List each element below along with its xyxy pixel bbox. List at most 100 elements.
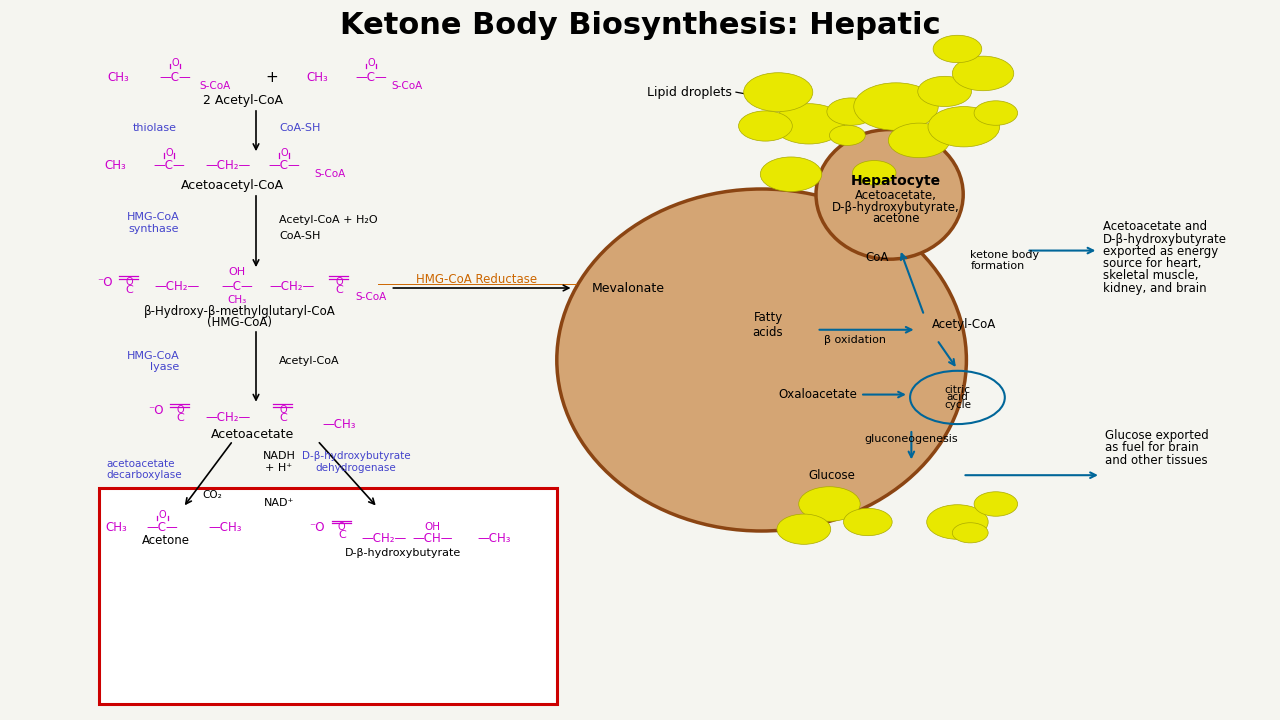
Text: β oxidation: β oxidation <box>824 335 886 345</box>
Text: OH: OH <box>228 267 246 277</box>
Text: —C—: —C— <box>269 159 300 172</box>
Text: OH: OH <box>425 522 440 532</box>
Text: D-β-hydroxybutyrate,: D-β-hydroxybutyrate, <box>832 201 960 214</box>
Text: —CH₂—: —CH₂— <box>154 280 200 293</box>
Text: NADH
+ H⁺: NADH + H⁺ <box>262 451 296 473</box>
Circle shape <box>927 505 988 539</box>
Text: Glucose exported: Glucose exported <box>1105 429 1208 442</box>
Text: S-CoA: S-CoA <box>200 81 230 91</box>
Text: Fatty
acids: Fatty acids <box>753 312 783 339</box>
Text: —C—: —C— <box>356 71 387 84</box>
Circle shape <box>952 56 1014 91</box>
Text: and other tissues: and other tissues <box>1105 454 1207 467</box>
Text: O: O <box>367 58 375 68</box>
Text: HMG-CoA
synthase: HMG-CoA synthase <box>127 212 179 234</box>
Text: O: O <box>280 148 288 158</box>
Text: Acetoacetate: Acetoacetate <box>210 428 294 441</box>
Text: —C—: —C— <box>221 280 252 293</box>
Text: —CH₂—: —CH₂— <box>205 411 251 424</box>
Text: CO₂: CO₂ <box>202 490 221 500</box>
Text: citric: citric <box>945 385 970 395</box>
Text: D-β-hydroxybutyrate: D-β-hydroxybutyrate <box>1103 233 1228 246</box>
Text: acetone: acetone <box>872 212 920 225</box>
Text: acetoacetate
decarboxylase: acetoacetate decarboxylase <box>106 459 182 480</box>
Text: C: C <box>177 413 184 423</box>
Circle shape <box>827 98 876 125</box>
Circle shape <box>854 83 938 130</box>
Text: CH₃: CH₃ <box>108 71 128 84</box>
Text: S-CoA: S-CoA <box>315 169 346 179</box>
Text: ⁻O: ⁻O <box>310 521 325 534</box>
Text: Acetyl-CoA + H₂O: Acetyl-CoA + H₂O <box>279 215 378 225</box>
Text: O: O <box>165 148 173 158</box>
Circle shape <box>773 104 845 144</box>
Text: Mevalonate: Mevalonate <box>591 282 664 294</box>
Text: Ketone Body Biosynthesis: Hepatic: Ketone Body Biosynthesis: Hepatic <box>339 11 941 40</box>
Circle shape <box>744 73 813 112</box>
Text: kidney, and brain: kidney, and brain <box>1103 282 1207 294</box>
Text: ketone body
formation: ketone body formation <box>970 250 1039 271</box>
Text: thiolase: thiolase <box>133 123 177 133</box>
Text: HMG-CoA Reductase: HMG-CoA Reductase <box>416 273 536 286</box>
Text: ⁻O: ⁻O <box>97 276 113 289</box>
Circle shape <box>974 101 1018 125</box>
Text: C: C <box>338 530 346 540</box>
Text: CoA: CoA <box>865 251 888 264</box>
Text: 2 Acetyl-CoA: 2 Acetyl-CoA <box>204 94 283 107</box>
Text: CH₃: CH₃ <box>227 295 247 305</box>
Text: Acetyl-CoA: Acetyl-CoA <box>932 318 996 330</box>
Text: D-β-hydroxybutyrate: D-β-hydroxybutyrate <box>346 548 461 558</box>
Text: —CH₃: —CH₃ <box>323 418 356 431</box>
Text: O: O <box>159 510 166 520</box>
Circle shape <box>918 76 972 107</box>
Text: Acetyl-CoA: Acetyl-CoA <box>279 356 339 366</box>
Text: exported as energy: exported as energy <box>1103 245 1219 258</box>
Text: gluconeogenesis: gluconeogenesis <box>864 434 959 444</box>
Text: —CH₃: —CH₃ <box>477 532 511 545</box>
Text: ⁻O: ⁻O <box>148 404 164 417</box>
Text: NAD⁺: NAD⁺ <box>264 498 294 508</box>
Text: as fuel for brain: as fuel for brain <box>1105 441 1198 454</box>
Text: O: O <box>172 58 179 68</box>
Text: CoA-SH: CoA-SH <box>279 123 320 133</box>
Text: HMG-CoA
lyase: HMG-CoA lyase <box>127 351 179 372</box>
Text: —C—: —C— <box>154 159 184 172</box>
Text: β-Hydroxy-β-methylglutaryl-CoA: β-Hydroxy-β-methylglutaryl-CoA <box>143 305 335 318</box>
Text: —CH₂—: —CH₂— <box>269 280 315 293</box>
Text: O: O <box>177 405 184 415</box>
Text: S-CoA: S-CoA <box>392 81 422 91</box>
Text: O: O <box>338 522 346 532</box>
Text: S-CoA: S-CoA <box>356 292 387 302</box>
Text: Acetoacetate,: Acetoacetate, <box>855 189 937 202</box>
Text: source for heart,: source for heart, <box>1103 257 1202 270</box>
Text: —CH—: —CH— <box>412 532 453 545</box>
Circle shape <box>777 514 831 544</box>
Text: O: O <box>279 405 287 415</box>
FancyBboxPatch shape <box>99 488 557 704</box>
Text: —CH₂—: —CH₂— <box>361 532 407 545</box>
Circle shape <box>974 492 1018 516</box>
Text: O: O <box>125 277 133 287</box>
Ellipse shape <box>557 189 966 531</box>
Text: CH₃: CH₃ <box>105 159 125 172</box>
Text: C: C <box>125 285 133 295</box>
Circle shape <box>829 125 865 145</box>
Text: C: C <box>335 285 343 295</box>
Circle shape <box>739 111 792 141</box>
Ellipse shape <box>817 130 963 259</box>
Text: +: + <box>265 70 278 84</box>
Text: Acetone: Acetone <box>142 534 191 546</box>
Text: Hepatocyte: Hepatocyte <box>851 174 941 189</box>
Circle shape <box>852 161 896 185</box>
Text: O: O <box>335 277 343 287</box>
Text: —CH₃: —CH₃ <box>209 521 242 534</box>
Text: CH₃: CH₃ <box>106 521 127 534</box>
Text: skeletal muscle,: skeletal muscle, <box>1103 269 1199 282</box>
Text: —CH₂—: —CH₂— <box>205 159 251 172</box>
Text: (HMG-CoA): (HMG-CoA) <box>207 316 271 329</box>
Text: Acetoacetyl-CoA: Acetoacetyl-CoA <box>182 179 284 192</box>
Text: CoA-SH: CoA-SH <box>279 231 320 241</box>
Circle shape <box>952 523 988 543</box>
Circle shape <box>844 508 892 536</box>
Text: Glucose: Glucose <box>808 469 855 482</box>
